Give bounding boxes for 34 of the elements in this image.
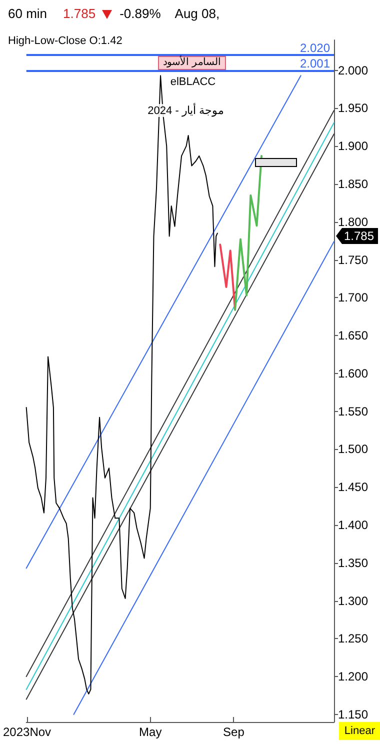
text: -0.89% (120, 6, 161, 21)
y-tick-label: 1.550 (338, 404, 368, 418)
y-tick-label: 1.350 (338, 556, 368, 570)
y-tick-label: 1.750 (338, 252, 368, 267)
y-tick-label: 2.000 (338, 63, 368, 78)
y-tick-label: 1.950 (338, 101, 368, 116)
chart-title: 60 min (8, 6, 48, 21)
y-tick-label: 1.250 (338, 632, 368, 646)
y-tick-label: 1.400 (338, 518, 368, 532)
y-tick-label: 1.200 (338, 670, 368, 684)
chart-subtitle: High-Low-Close O:1.42 (8, 35, 122, 47)
y-tick-label: 1.300 (338, 594, 368, 608)
annotation: موجة أيار - 2024 (134, 104, 224, 117)
x-tick-label: 2023Nov (2, 725, 52, 739)
annotation: السامر الأسود (158, 56, 226, 70)
x-tick-label: May (139, 725, 162, 739)
annotation: elBLACC (169, 76, 217, 88)
y-tick-label: 1.450 (338, 480, 368, 494)
text: Aug 08, (174, 6, 220, 21)
y-tick-label: 1.850 (338, 176, 368, 191)
y-tick-label: 1.700 (338, 290, 368, 305)
x-tick-label: Sep (223, 725, 245, 739)
text: Linear (339, 722, 380, 740)
y-tick-label: 1.500 (338, 442, 368, 456)
y-tick-label: 1.600 (338, 366, 368, 380)
line-series (234, 154, 262, 311)
text: 1.785 (63, 6, 96, 21)
y-tick-label: 1.900 (338, 139, 368, 154)
y-tick-label: 1.800 (338, 214, 368, 229)
y-tick-label: 1.650 (338, 328, 368, 343)
ref-line-label: 2.020 (300, 41, 330, 56)
y-tick-label: 1.150 (338, 707, 368, 722)
ref-line-label: 2.001 (300, 56, 330, 70)
text: 1.785 (336, 228, 378, 244)
